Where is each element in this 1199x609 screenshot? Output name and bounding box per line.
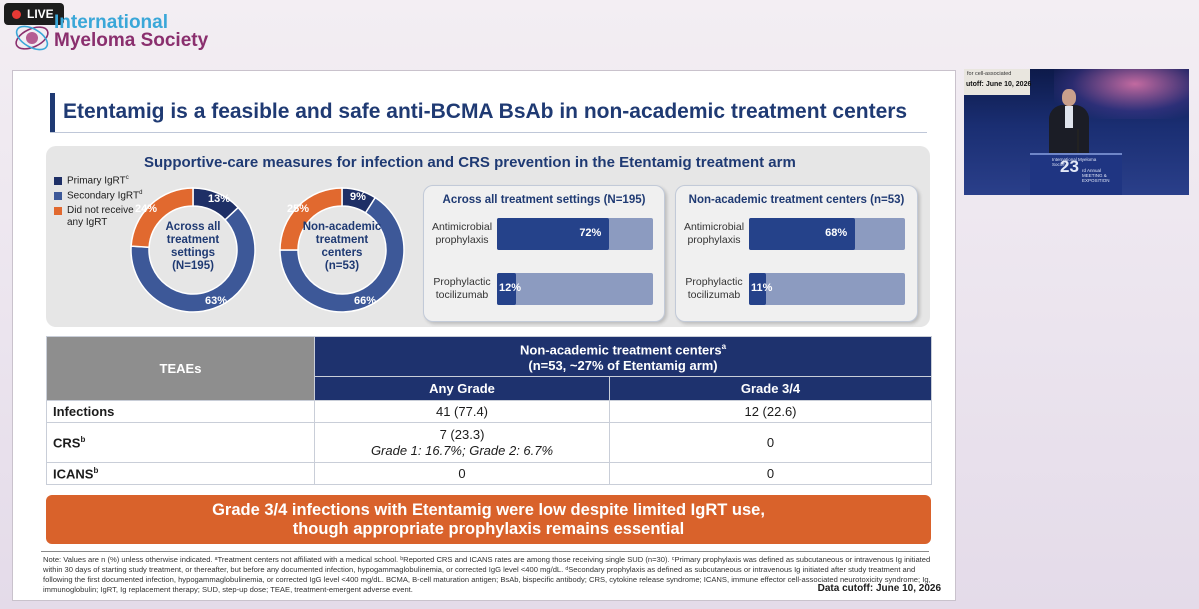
- cell-any-grade: 0: [314, 462, 610, 485]
- bar-value: 72%: [579, 227, 602, 239]
- bar-row-tocilizumab: Prophylactic tocilizumab 12%: [424, 273, 664, 307]
- footnote-text: Note: Values are n (%) unless otherwise …: [43, 555, 931, 594]
- teae-table: TEAEs Non-academic treatment centersa (n…: [46, 336, 932, 485]
- ims-orbit-icon: [15, 25, 49, 51]
- donut-label-secondary: 66%: [354, 295, 377, 307]
- crs-grade-breakdown: Grade 1: 16.7%; Grade 2: 6.7%: [370, 443, 554, 458]
- legend-swatch: [54, 192, 62, 200]
- teae-column-header: TEAEs: [46, 336, 315, 401]
- brand-line1: International: [54, 12, 169, 33]
- bar-panel-title: Non-academic treatment centers (n=53): [688, 194, 905, 206]
- podium-society-text: International Myeloma Society: [1052, 157, 1097, 167]
- row-label: CRSb: [46, 422, 315, 463]
- donut-chart-non-academic: Non-academic treatment centers (n=53) 9%…: [272, 183, 412, 318]
- donut-chart-all-settings: Across all treatment settings (N=195) 13…: [123, 183, 263, 318]
- speaker-camera-feed: for cell-associated utoff: June 10, 2026…: [964, 69, 1189, 195]
- bar-label: Prophylactic tocilizumab: [433, 276, 491, 301]
- donut-svg: [279, 187, 405, 313]
- bar-track: 11%: [749, 273, 905, 305]
- donut-center-label: Non-academic treatment centers (n=53): [302, 221, 382, 272]
- grade-3-4-header: Grade 3/4: [609, 375, 932, 402]
- donut-svg: [130, 187, 256, 313]
- microphone-icon: [1077, 129, 1079, 155]
- bar-row-tocilizumab: Prophylactic tocilizumab 11%: [676, 273, 917, 307]
- donut-label-primary: 13%: [208, 193, 231, 205]
- podium-annual-text: rd Annual MEETING & EXPOSITION: [1082, 168, 1110, 183]
- bar-row-antimicrobial: Antimicrobial prophylaxis 68%: [676, 218, 917, 252]
- donut-label-secondary: 63%: [205, 295, 228, 307]
- bar-label: Prophylactic tocilizumab: [685, 276, 743, 301]
- bar-track: 68%: [749, 218, 905, 250]
- cell-grade-3-4: 0: [609, 422, 932, 463]
- bar-value: 12%: [499, 282, 522, 294]
- donut-label-none: 24%: [135, 203, 158, 215]
- data-cutoff: Data cutoff: June 10, 2026: [817, 583, 941, 594]
- donut-segment-secondary: [279, 196, 405, 313]
- table-row-icans: ICANSb 0 0: [46, 462, 932, 485]
- legend-item-none: Did not receive any IgRT: [54, 205, 145, 231]
- bar-value: 68%: [825, 227, 848, 239]
- presentation-slide: Etentamig is a feasible and safe anti-BC…: [12, 70, 956, 601]
- brand-line2: Myeloma Society: [54, 30, 209, 51]
- bar-fill: [497, 218, 610, 250]
- bar-panel-title: Across all treatment settings (N=195): [442, 194, 646, 206]
- speaker-head: [1062, 89, 1076, 106]
- live-label: LIVE: [27, 7, 54, 21]
- supportive-care-heading: Supportive-care measures for infection a…: [144, 154, 796, 171]
- legend-label: Did not receive any IgRT: [67, 205, 134, 228]
- cell-grade-3-4: 0: [609, 462, 932, 485]
- speaker-shirt: [1065, 106, 1073, 128]
- table-row-infections: Infections 41 (77.4) 12 (22.6): [46, 400, 932, 423]
- legend-label: Primary IgRTc: [67, 175, 129, 187]
- donut-segment-secondary: [130, 206, 256, 313]
- title-accent-bar: [50, 93, 55, 133]
- live-badge: LIVE: [4, 3, 64, 25]
- cell-any-grade: 41 (77.4): [314, 400, 610, 423]
- non-academic-group-header: Non-academic treatment centersa (n=53, ~…: [314, 336, 932, 377]
- bar-label: Antimicrobial prophylaxis: [431, 221, 493, 246]
- podium: International Myeloma Society 23 rd Annu…: [1030, 153, 1122, 195]
- row-label: Infections: [46, 400, 315, 423]
- donut-segment-none: [130, 187, 194, 249]
- ims-logo: International Myeloma Society: [10, 12, 220, 54]
- podium-number: 23: [1060, 157, 1079, 176]
- igrt-legend: Primary IgRTc Secondary IgRTd Did not re…: [54, 175, 145, 231]
- footnote-divider: [41, 551, 929, 552]
- cell-any-grade: 7 (23.3) Grade 1: 16.7%; Grade 2: 6.7%: [314, 422, 610, 463]
- bar-panel-non-academic: Non-academic treatment centers (n=53) An…: [675, 185, 918, 322]
- live-dot-icon: [12, 9, 21, 19]
- donut-segment-none: [279, 187, 343, 251]
- bar-label: Antimicrobial prophylaxis: [683, 221, 745, 246]
- row-label: ICANSb: [46, 462, 315, 485]
- bar-track: 12%: [497, 273, 653, 305]
- legend-item-primary: Primary IgRTc: [54, 175, 145, 190]
- bar-value: 11%: [751, 282, 773, 294]
- conclusion-banner: Grade 3/4 infections with Etentamig were…: [46, 495, 931, 544]
- bar-fill: [749, 273, 767, 305]
- legend-label: Secondary IgRTd: [67, 190, 143, 202]
- bar-fill: [497, 273, 516, 305]
- bar-panel-all-settings: Across all treatment settings (N=195) An…: [423, 185, 665, 322]
- bar-row-antimicrobial: Antimicrobial prophylaxis 72%: [424, 218, 664, 252]
- legend-swatch: [54, 177, 62, 185]
- legend-item-secondary: Secondary IgRTd: [54, 190, 145, 205]
- bar-fill: [749, 218, 856, 250]
- any-grade-header: Any Grade: [314, 375, 610, 402]
- donut-center-label: Across all treatment settings (N=195): [165, 221, 221, 272]
- donut-label-primary: 9%: [350, 191, 366, 203]
- stage-screen: for cell-associated: [964, 69, 1030, 95]
- table-row-crs: CRSb 7 (23.3) Grade 1: 16.7%; Grade 2: 6…: [46, 422, 932, 463]
- stage-screen-cutoff: utoff: June 10, 2026: [966, 81, 1032, 88]
- donut-label-none: 25%: [287, 203, 310, 215]
- legend-swatch: [54, 207, 62, 215]
- title-divider: [50, 132, 927, 133]
- cell-grade-3-4: 12 (22.6): [609, 400, 932, 423]
- slide-title: Etentamig is a feasible and safe anti-BC…: [63, 100, 908, 123]
- bar-track: 72%: [497, 218, 653, 250]
